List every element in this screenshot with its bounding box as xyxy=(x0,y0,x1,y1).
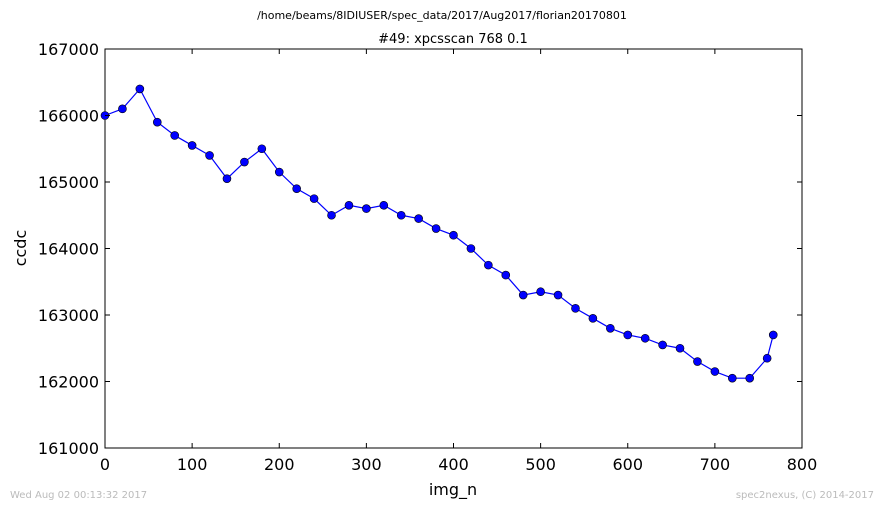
data-point xyxy=(623,330,633,340)
data-point xyxy=(240,157,249,167)
data-point xyxy=(414,214,423,223)
data-point xyxy=(431,224,441,233)
x-tick-label: 800 xyxy=(787,455,818,474)
data-point xyxy=(571,304,580,313)
data-point xyxy=(205,151,214,160)
x-tick-label: 700 xyxy=(700,455,731,474)
data-point xyxy=(484,260,493,270)
chart-suptitle: /home/beams/8IDIUSER/spec_data/2017/Aug2… xyxy=(257,9,627,22)
data-point xyxy=(501,270,511,280)
x-tick-label: 600 xyxy=(612,455,643,474)
data-point xyxy=(606,323,615,333)
data-point xyxy=(379,200,389,210)
x-tick-label: 500 xyxy=(525,455,556,474)
data-point xyxy=(222,174,232,183)
data-point xyxy=(449,230,458,240)
y-tick-label: 166000 xyxy=(38,107,99,126)
data-point xyxy=(187,141,197,150)
data-point xyxy=(640,333,650,343)
data-point xyxy=(675,343,685,353)
y-tick-label: 165000 xyxy=(38,173,99,192)
data-point xyxy=(693,357,702,366)
data-point xyxy=(536,287,545,297)
data-point xyxy=(274,167,284,177)
data-point xyxy=(588,314,598,323)
y-axis-label: ccdc xyxy=(11,230,30,267)
data-point xyxy=(466,244,476,253)
data-point xyxy=(762,353,772,363)
y-axis: 161000 162000 163000 164000 165000 166000 1670… xyxy=(38,40,802,458)
x-tick-label: 100 xyxy=(177,455,208,474)
x-tick-label: 0 xyxy=(100,455,110,474)
data-point xyxy=(396,210,406,220)
data-point xyxy=(768,330,778,340)
x-axis-label: img_n xyxy=(429,480,477,500)
x-tick-label: 400 xyxy=(438,455,469,474)
data-point xyxy=(118,104,127,114)
x-tick-label: 300 xyxy=(351,455,382,474)
data-point xyxy=(710,367,720,376)
x-tick-label: 200 xyxy=(264,455,295,474)
timestamp-label: Wed Aug 02 00:13:32 2017 xyxy=(10,490,147,501)
data-point xyxy=(745,373,755,383)
data-point xyxy=(292,184,301,193)
data-point xyxy=(309,194,319,203)
data-point xyxy=(553,290,563,300)
x-axis: 0 100 200 300 400 500 600 700 800 xyxy=(100,49,817,474)
series-line xyxy=(104,87,774,379)
data-point xyxy=(257,144,267,154)
y-tick-label: 164000 xyxy=(38,240,99,259)
data-point xyxy=(658,340,667,350)
y-tick-label: 162000 xyxy=(38,373,99,392)
chart-title: #49: xpcsscan 768 0.1 xyxy=(378,32,528,47)
data-point xyxy=(152,117,162,127)
y-tick-label: 161000 xyxy=(38,439,99,458)
plot-area xyxy=(104,48,803,449)
y-tick-label: 167000 xyxy=(38,40,99,59)
y-tick-label: 163000 xyxy=(38,306,99,325)
data-point xyxy=(362,204,371,213)
data-point xyxy=(518,290,528,300)
series-layer xyxy=(100,84,778,383)
data-point xyxy=(135,84,145,94)
credit-label: spec2nexus, (C) 2014-2017 xyxy=(736,490,874,501)
data-point xyxy=(170,131,179,140)
data-point xyxy=(327,210,336,220)
data-point xyxy=(727,373,737,383)
data-point xyxy=(344,200,354,210)
